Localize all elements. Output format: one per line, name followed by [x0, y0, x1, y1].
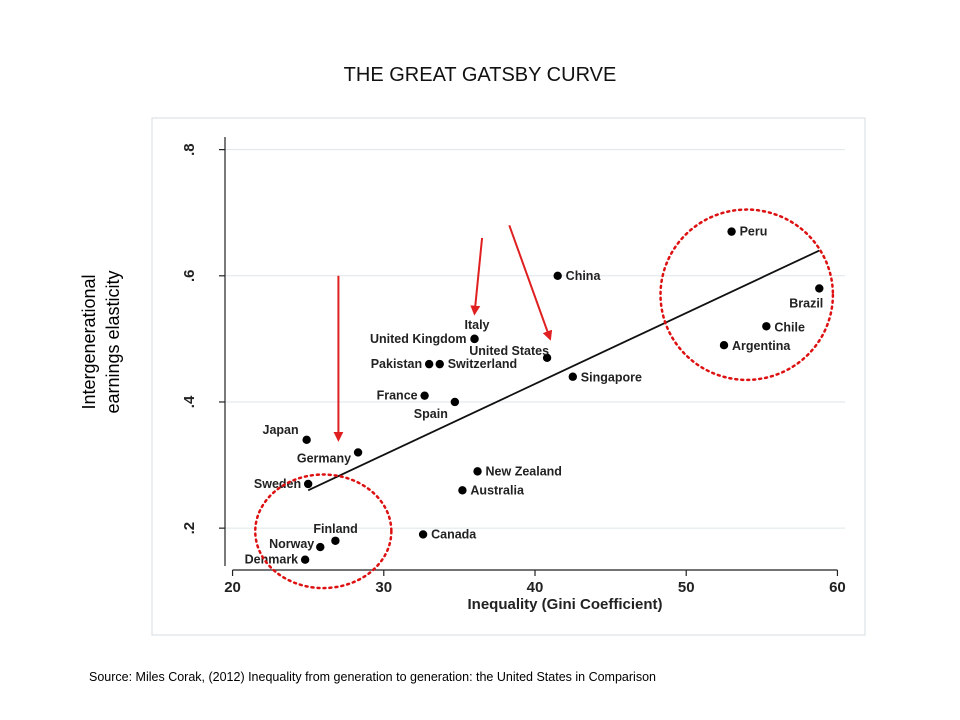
point-label-japan: Japan — [263, 423, 299, 437]
point-argentina — [719, 340, 729, 350]
point-united-kingdom — [470, 334, 479, 344]
point-label-argentina: Argentina — [732, 339, 791, 353]
red-arrow-2 — [470, 237, 484, 316]
point-label-united-kingdom: United Kingdom — [370, 332, 467, 346]
point-label-singapore: Singapore — [581, 371, 642, 385]
x-tick-label-3: 50 — [678, 579, 695, 596]
dotted-circle-2 — [659, 208, 835, 382]
point-label-sweden: Sweden — [254, 477, 301, 491]
point-sweden — [303, 479, 313, 489]
x-tick-label-1: 30 — [375, 579, 392, 596]
y-tick-label-1: .4 — [181, 395, 198, 408]
x-axis-label: Inequality (Gini Coefficient) — [467, 596, 662, 613]
point-label-spain: Spain — [414, 407, 448, 421]
point-peru — [727, 227, 736, 236]
plot-frame — [151, 117, 866, 636]
point-label-peru: Peru — [740, 225, 768, 239]
point-brazil — [815, 284, 824, 293]
point-france — [420, 391, 429, 400]
red-arrow-3 — [508, 224, 553, 341]
y-tick-label-2: .6 — [181, 270, 198, 283]
point-label-brazil: Brazil — [789, 296, 823, 310]
point-chile — [762, 322, 771, 331]
point-label-italy: Italy — [464, 318, 489, 332]
point-label-canada: Canada — [431, 527, 477, 541]
point-label-china: China — [566, 269, 602, 283]
point-label-finland: Finland — [313, 522, 357, 536]
axes: .2 .4 .6 .8 20 30 40 50 60 Inequality (Gini Coeff… — [181, 137, 846, 613]
point-norway — [316, 542, 325, 552]
x-tick-label-0: 20 — [224, 579, 241, 596]
point-united-states — [542, 353, 552, 363]
point-new-zealand — [473, 467, 482, 476]
dotted-circle-1 — [253, 473, 393, 590]
point-japan — [302, 435, 311, 445]
point-label-new-zealand: New Zealand — [486, 464, 562, 478]
point-label-denmark: Denmark — [245, 553, 299, 567]
point-label-australia: Australia — [470, 483, 525, 497]
point-label-united-states: United States — [469, 344, 549, 358]
annotations — [253, 208, 835, 590]
point-switzerland — [435, 359, 444, 369]
point-canada — [418, 530, 428, 539]
point-denmark — [300, 555, 310, 564]
point-label-germany: Germany — [297, 451, 351, 465]
point-spain — [450, 397, 460, 407]
x-tick-label-4: 60 — [829, 579, 846, 596]
point-label-france: France — [377, 389, 418, 403]
source-note: Source: Miles Corak, (2012) Inequality f… — [89, 670, 656, 684]
point-china — [553, 271, 562, 280]
point-label-norway: Norway — [269, 537, 314, 551]
point-label-switzerland: Switzerland — [448, 357, 517, 371]
y-tick-label-3: .8 — [181, 143, 198, 156]
chart-title: THE GREAT GATSBY CURVE — [343, 64, 617, 86]
point-finland — [331, 536, 340, 545]
fit-line — [307, 249, 820, 492]
point-pakistan — [424, 359, 434, 369]
point-australia — [458, 486, 467, 495]
x-tick-label-2: 40 — [527, 579, 544, 596]
y-tick-label-0: .2 — [181, 522, 198, 535]
fit-line-group — [307, 249, 820, 492]
point-singapore — [568, 372, 578, 381]
point-label-pakistan: Pakistan — [371, 357, 422, 371]
point-label-chile: Chile — [774, 320, 805, 334]
grid-lines — [225, 149, 845, 529]
point-germany — [353, 448, 363, 457]
